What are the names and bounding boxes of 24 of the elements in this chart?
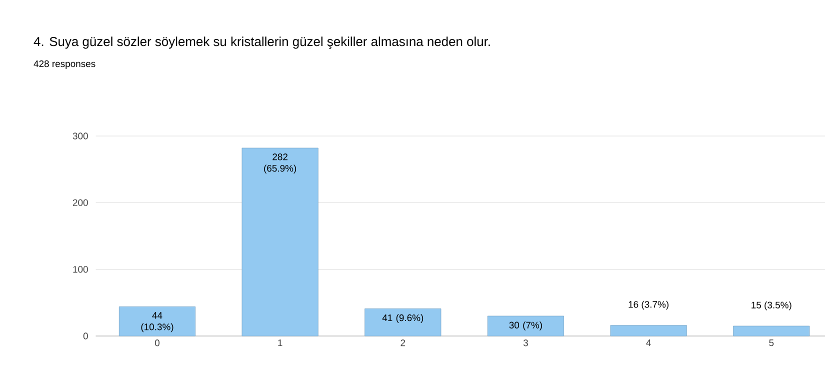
bar (733, 326, 810, 336)
bar (118, 306, 196, 336)
bar (242, 148, 318, 336)
data-label: 282 (65.9%) (264, 154, 296, 174)
data-label: 16 (3.7%) (628, 300, 668, 310)
y-tick-label: 100 (73, 266, 88, 273)
chart-title: 4. Suya güzel sözler söylemek su kristallerin güzel şekiller almasına neden olur. (34, 36, 490, 49)
data-label: 15 (3.5%) (752, 301, 792, 310)
y-tick-label: 300 (72, 132, 88, 140)
y-tick-label: 200 (72, 199, 88, 206)
data-label: 30 (7%) (509, 322, 542, 330)
chart-subtitle: 428 responses (34, 60, 96, 69)
x-tick-label: 4 (646, 340, 651, 346)
bar (364, 308, 442, 336)
x-tick-label: 1 (278, 340, 282, 346)
x-tick-label: 2 (400, 340, 406, 346)
data-label: 41 (9.6%) (382, 314, 424, 323)
y-tick-label: 0 (83, 332, 88, 340)
bar (610, 325, 687, 336)
x-tick-label: 5 (769, 340, 774, 346)
x-tick-label: 0 (154, 340, 160, 346)
x-tick-label: 3 (523, 340, 528, 346)
bar (487, 316, 564, 336)
data-label: 44 (10.3%) (141, 312, 174, 332)
